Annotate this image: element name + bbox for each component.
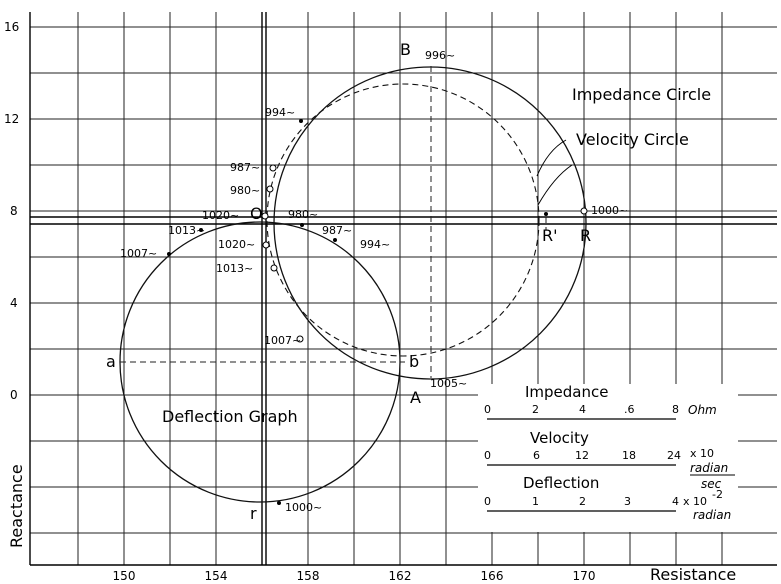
impedance-tick: 4 [579,403,586,416]
impedance-scale-title: Impedance [525,383,608,401]
x-tick: 158 [297,569,320,583]
freq-label: 1000~ [591,204,628,217]
x-tick: 170 [573,569,596,583]
freq-label: 994~ [265,106,295,119]
velocity-circle [266,83,540,357]
point-label-b-lower: b [409,352,419,371]
freq-label: 1007~ [120,247,157,260]
leader-lines [536,139,573,206]
point-label-r-lower: r [250,504,257,523]
construction-lines [120,66,547,378]
point-label-a-upper: A [410,388,421,407]
origin-axes [29,12,777,566]
velocity-tick: 6 [533,449,540,462]
scale-legend-background [478,384,738,532]
impedance-unit: Ohm [688,403,717,417]
y-tick: 4 [10,296,18,310]
point-label-r-prime: R' [542,226,558,245]
point-label-b-upper: B [400,40,411,59]
impedance-tick: 2 [532,403,539,416]
freq-label: 987~ [230,161,260,174]
velocity-circle-label: Velocity Circle [576,130,689,149]
x-tick: 162 [389,569,412,583]
freq-label: 1005~ [430,377,467,390]
point-label-a-lower: a [106,352,116,371]
deflection-scale-title: Deflection [523,474,599,492]
y-tick: 12 [4,112,19,126]
point-label-r: R [580,226,591,245]
deflection-graph-label: Deflection Graph [162,407,298,426]
deflection-unit: radian [693,508,731,522]
velocity-unit-numerator: radian [690,461,728,475]
freq-label: 980~ [230,184,260,197]
deflection-tick: 3 [624,495,631,508]
deflection-exponent: -2 [712,488,723,501]
freq-label: 987~ [322,224,352,237]
y-tick: 0 [10,388,18,402]
freq-label: 1000~ [285,501,322,514]
impedance-tick: 8 [672,403,679,416]
velocity-scale-title: Velocity [530,429,589,447]
velocity-tick: 18 [622,449,636,462]
freq-label: 1013~ [168,224,205,237]
freq-label: 1020~ [202,209,239,222]
velocity-tick: 24 [667,449,681,462]
x-axis-ticks: 150 154 158 162 166 170 [113,569,596,583]
velocity-scale: Velocity 0 6 12 18 24 x 10 radian sec [484,429,735,491]
velocity-multiplier: x 10 [690,447,714,460]
y-axis-label: Reactance [7,464,26,548]
y-axis-ticks: 0 4 8 12 16 [4,20,19,402]
x-axis-label: Resistance [650,565,736,584]
impedance-circle-label: Impedance Circle [572,85,711,104]
y-tick: 16 [4,20,19,34]
deflection-tick: 4 [672,495,679,508]
freq-label: 1013~ [216,262,253,275]
impedance-scale: Impedance 0 2 4 .6 8 Ohm [484,383,717,420]
velocity-tick: 0 [484,449,491,462]
point-dots [167,119,548,505]
deflection-tick: 0 [484,495,491,508]
freq-label: 996~ [425,49,455,62]
freq-label: 1020~ [218,238,255,251]
point-markers [261,164,588,343]
freq-label: 980~ [288,208,318,221]
x-tick: 166 [481,569,504,583]
y-tick: 8 [10,204,18,218]
deflection-multiplier: x 10 [683,495,707,508]
deflection-tick: 1 [532,495,539,508]
velocity-unit-denominator: sec [701,477,722,491]
x-tick: 150 [113,569,136,583]
freq-label: 994~ [360,238,390,251]
velocity-tick: 12 [575,449,589,462]
deflection-tick: 2 [579,495,586,508]
x-tick: 154 [205,569,228,583]
frequency-labels: 996~ 994~ 987~ 980~ 1020~ 980~ 1000~ 101… [120,49,628,514]
point-label-o: O [250,204,263,223]
impedance-tick: 0 [484,403,491,416]
deflection-scale: Deflection 0 1 2 3 4 x 10 -2 radian [484,474,731,522]
impedance-tick: .6 [624,403,635,416]
freq-label: 1007~ [264,334,301,347]
